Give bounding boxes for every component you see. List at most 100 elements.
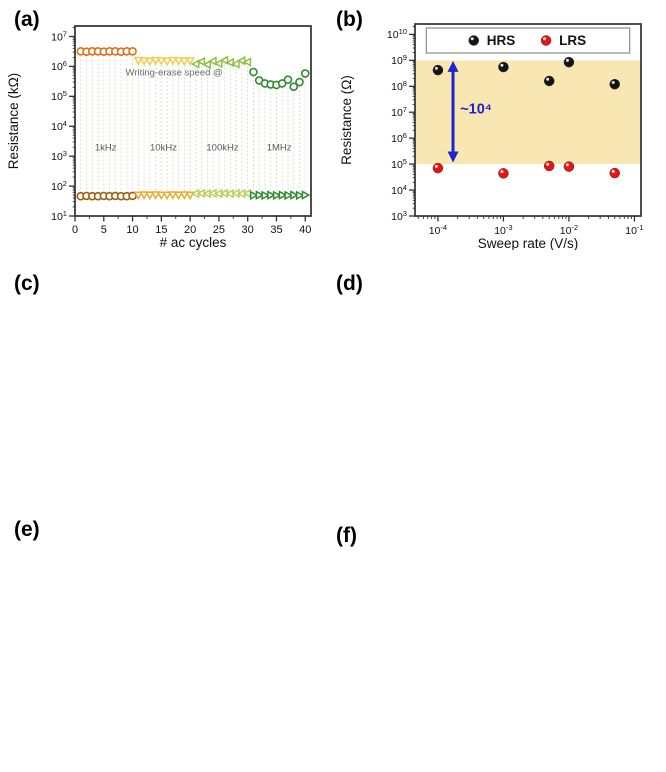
data-point xyxy=(295,77,304,87)
tick-label: 0 xyxy=(72,224,78,236)
tick-label: 107 xyxy=(51,29,67,43)
data-point xyxy=(128,46,137,56)
legend: HRS LRS xyxy=(425,27,631,54)
tick-label: 102 xyxy=(51,179,67,193)
panel-b: 103 104 105 106 107 108 109 1010 10-4 10-3 10-2 10-… xyxy=(333,0,666,250)
sphere-highlight xyxy=(565,163,569,167)
data-point xyxy=(156,57,167,66)
series-100kHz xyxy=(190,55,252,199)
panel-c xyxy=(0,250,333,510)
data-point xyxy=(249,190,259,201)
panel-letter-c: (c) xyxy=(14,272,40,295)
tick-label: 104 xyxy=(51,119,67,133)
data-point xyxy=(300,69,310,78)
plot-frame xyxy=(74,25,312,217)
highlight-band xyxy=(415,60,641,165)
panel-letter-e: (e) xyxy=(14,518,40,541)
tick-label: 107 xyxy=(391,105,407,119)
data-point xyxy=(150,56,161,66)
data-point xyxy=(540,35,552,46)
panel-letter-f: (f) xyxy=(336,524,357,547)
tick-label: 106 xyxy=(51,59,67,73)
data-point xyxy=(173,191,184,201)
tick-label: 109 xyxy=(391,53,407,67)
tick-label: 105 xyxy=(391,157,407,171)
data-point xyxy=(301,190,311,200)
connectors xyxy=(80,51,306,197)
sphere-highlight xyxy=(470,37,474,41)
data-point xyxy=(563,161,575,172)
tick-label: 101 xyxy=(51,209,67,223)
sphere-highlight xyxy=(434,66,438,70)
legend-label: HRS xyxy=(487,33,516,48)
tick-label: 106 xyxy=(391,131,407,145)
tick-label: 25 xyxy=(213,224,225,236)
series-1kHz xyxy=(76,46,137,201)
data-point xyxy=(145,57,155,67)
sphere-highlight xyxy=(546,162,550,166)
annotation: ~10⁴ xyxy=(460,101,492,117)
annotation: 100kHz xyxy=(206,142,238,153)
sphere-highlight xyxy=(546,77,550,81)
tick-label: 104 xyxy=(391,183,407,197)
data-point xyxy=(213,58,223,69)
data-point xyxy=(242,57,252,67)
data-point xyxy=(283,75,293,84)
series-1MHz xyxy=(249,67,311,201)
y-axis: 103 104 105 106 107 108 109 1010 xyxy=(387,26,415,223)
x-axis-label: Sweep rate (V/s) xyxy=(478,236,579,250)
series-HRS xyxy=(432,56,620,90)
data-point xyxy=(290,190,299,200)
tick-label: 10-1 xyxy=(625,223,643,237)
data-point xyxy=(150,191,161,200)
tick-label: 35 xyxy=(270,224,282,236)
panel-letter-d: (d) xyxy=(336,272,363,295)
data-point xyxy=(609,167,620,179)
tick-label: 103 xyxy=(51,149,67,163)
data-point xyxy=(255,190,265,200)
chart-a: 101 102 103 104 105 106 107 0 5 10 15 20 25 30 35 40 # a… xyxy=(6,25,312,250)
data-point xyxy=(139,191,149,200)
x-axis: 0 5 10 15 20 25 30 35 40 xyxy=(72,216,311,236)
data-point xyxy=(179,191,190,200)
data-point xyxy=(277,79,287,88)
legend-label: LRS xyxy=(559,33,586,48)
y-axis-label: Resistance (Ω) xyxy=(339,75,354,165)
data-point xyxy=(272,190,282,201)
data-point xyxy=(185,57,195,66)
x-axis: 10-4 10-3 10-2 10-1 xyxy=(417,216,644,237)
data-point xyxy=(278,190,288,200)
data-point xyxy=(609,78,620,90)
sphere-highlight xyxy=(543,37,547,41)
data-point xyxy=(162,57,172,67)
sphere-highlight xyxy=(500,63,504,67)
chart-c xyxy=(0,250,333,510)
y-axis-label: Resistance (kΩ) xyxy=(6,73,21,169)
tick-label: 103 xyxy=(391,209,407,223)
annotation: 1MHz xyxy=(267,142,292,153)
data-point xyxy=(432,162,444,174)
data-point xyxy=(208,56,217,66)
annotation: 10kHz xyxy=(150,142,177,153)
tick-label: 20 xyxy=(184,224,196,236)
tick-label: 30 xyxy=(242,224,254,236)
tick-label: 10-3 xyxy=(494,223,512,237)
x-axis-label: # ac cycles xyxy=(160,235,227,250)
sphere-highlight xyxy=(565,58,569,62)
sphere-highlight xyxy=(611,169,615,173)
data-point xyxy=(133,56,144,66)
data-point xyxy=(498,61,509,73)
data-point xyxy=(543,160,555,172)
panel-letter-b: (b) xyxy=(336,8,363,31)
annotation: 1kHz xyxy=(95,142,117,153)
panel-e xyxy=(0,510,333,772)
data-point xyxy=(179,57,190,67)
tick-label: 5 xyxy=(101,224,107,236)
data-point xyxy=(563,56,575,68)
tick-label: 108 xyxy=(391,79,407,93)
data-point xyxy=(156,191,167,201)
data-point xyxy=(173,57,184,66)
data-point xyxy=(162,191,172,201)
